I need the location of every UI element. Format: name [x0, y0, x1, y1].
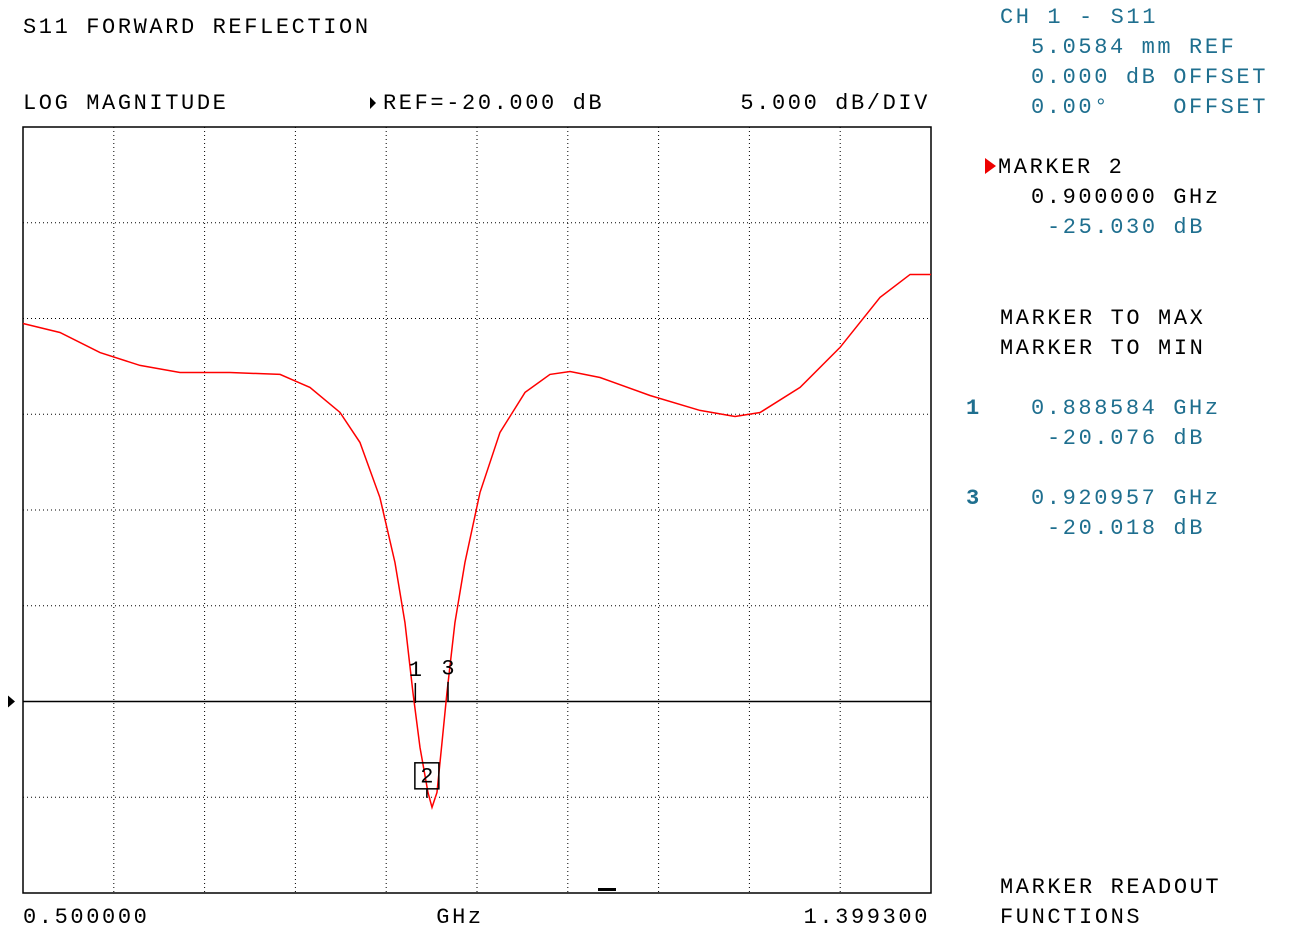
ref-plane: 5.0584 mm REF	[1031, 35, 1236, 60]
magnitude-offset: 0.000 dB OFFSET	[1031, 65, 1268, 90]
active-marker-value: -25.030 dB	[1047, 215, 1205, 240]
function[interactable]: MARKER TO MIN	[1000, 336, 1205, 361]
center-tick	[598, 888, 616, 891]
marker-freq: 0.888584 GHz	[1031, 396, 1221, 421]
marker-value: -20.076 dB	[1047, 426, 1205, 451]
marker-number: 1	[966, 396, 982, 421]
plot-frame	[22, 126, 932, 894]
phase-offset: 0.00° OFFSET	[1031, 95, 1268, 120]
active-arrow	[985, 158, 996, 174]
scale-label: 5.000 dB/DIV	[740, 91, 930, 116]
channel: CH 1 - S11	[1000, 5, 1158, 30]
marker-label: 2	[420, 765, 433, 790]
marker-value: -20.018 dB	[1047, 516, 1205, 541]
active-marker-freq: 0.900000 GHz	[1031, 185, 1221, 210]
trace	[22, 273, 931, 811]
reference-arrow	[8, 695, 15, 708]
marker-label: 1	[409, 658, 422, 683]
function[interactable]: MARKER TO MAX	[1000, 306, 1205, 331]
x-axis-label: GHz	[436, 905, 483, 930]
display-format: LOG MAGNITUDE	[23, 91, 228, 116]
x-tick-label: 1.399300	[804, 905, 930, 930]
marker-freq: 0.920957 GHz	[1031, 486, 1221, 511]
chart-title: S11 FORWARD REFLECTION	[23, 15, 371, 40]
footer[interactable]: FUNCTIONS	[1000, 905, 1142, 930]
x-tick-label: 0.500000	[23, 905, 149, 930]
reference-label: REF=-20.000 dB	[383, 91, 604, 116]
active-marker: MARKER 2	[998, 155, 1124, 180]
ref-arrow	[370, 97, 376, 109]
marker-label: 3	[441, 657, 454, 682]
marker-number: 3	[966, 486, 982, 511]
footer[interactable]: MARKER READOUT	[1000, 875, 1221, 900]
